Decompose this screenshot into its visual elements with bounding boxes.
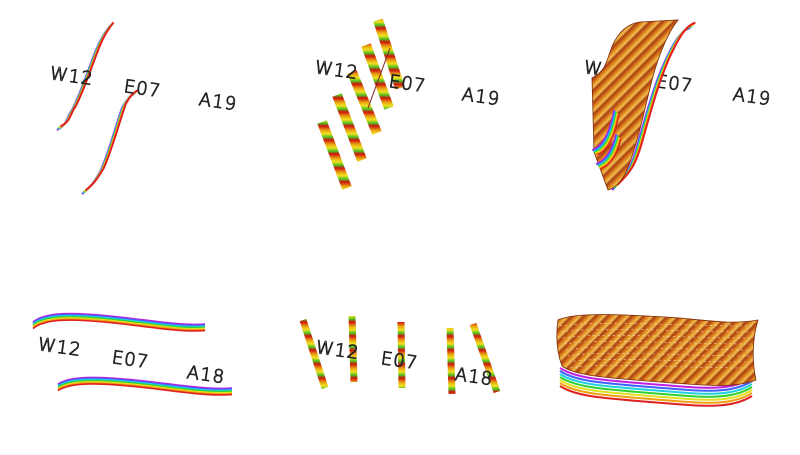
ribbon-strand	[82, 91, 136, 194]
ribbon-strand	[32, 317, 206, 330]
ribbon-strand	[594, 113, 620, 168]
label: W12	[49, 63, 95, 90]
surface-line	[559, 323, 756, 327]
ribbon-strand	[32, 312, 206, 326]
ribbon-strand	[32, 313, 206, 327]
ribbon-strand	[559, 382, 753, 404]
ribbon-strand	[32, 319, 206, 332]
ribbon-strand	[559, 373, 753, 395]
striped-bar	[446, 327, 456, 395]
ribbon-strand	[559, 370, 753, 392]
ribbon-strand	[81, 92, 136, 195]
ribbon-strand	[83, 91, 137, 193]
label: A18	[454, 364, 495, 390]
surface-line	[562, 335, 754, 339]
ribbon-strand	[559, 385, 753, 407]
ribbon-strand	[57, 383, 233, 396]
ribbon-strand	[81, 93, 135, 195]
label: E07	[388, 71, 428, 97]
striped-bar	[332, 93, 367, 162]
surface-line	[568, 359, 750, 363]
ribbon-strand	[596, 114, 622, 170]
ribbon-strand	[60, 21, 115, 128]
striped-bar	[469, 322, 501, 394]
label: E07	[111, 347, 151, 373]
label: E07	[380, 348, 420, 374]
ribbon-strand	[57, 380, 233, 394]
label: E07	[123, 76, 163, 102]
surface-line	[561, 329, 755, 333]
striped-bar	[348, 315, 358, 383]
ribbon-strand	[57, 376, 233, 390]
ribbon-strand	[57, 379, 233, 393]
surface	[556, 314, 759, 386]
surfaces	[556, 19, 759, 407]
label: A18	[186, 362, 227, 388]
label: W12	[314, 57, 360, 84]
ribbon-strand	[57, 378, 233, 392]
surface-line	[564, 341, 753, 345]
ribbon-strand	[84, 89, 139, 192]
ribbon-strand	[616, 21, 696, 186]
striped-bar	[317, 120, 352, 190]
labels: W12 E07 A19 W12 E07 A19 W12 E07 A19 W12 …	[36, 57, 773, 391]
striped-bar	[299, 318, 329, 390]
ribbon-strand	[591, 109, 617, 165]
ribbon-strand	[57, 377, 233, 391]
striped-bar	[347, 70, 382, 135]
ribbon-strand	[559, 376, 753, 398]
label: A19	[732, 84, 773, 110]
ribbon-strand	[32, 318, 206, 331]
ribbon-strand	[592, 110, 618, 166]
striped-bar	[361, 43, 394, 110]
ribbon-strand	[595, 113, 621, 169]
label: A19	[198, 89, 239, 115]
connector	[367, 47, 391, 109]
ribbon-strand	[32, 316, 206, 329]
label: A19	[461, 84, 502, 110]
striped-bar	[397, 321, 406, 389]
ribbon-strand	[594, 112, 620, 168]
ribbons	[32, 18, 501, 396]
ribbon-strand	[32, 314, 206, 328]
label: W12	[37, 334, 83, 361]
striped-bar	[373, 18, 405, 90]
ribbon-strand	[593, 111, 619, 167]
ribbon-strand	[57, 382, 233, 395]
ribbon-strand	[559, 367, 753, 389]
ribbon-strand	[559, 379, 753, 401]
